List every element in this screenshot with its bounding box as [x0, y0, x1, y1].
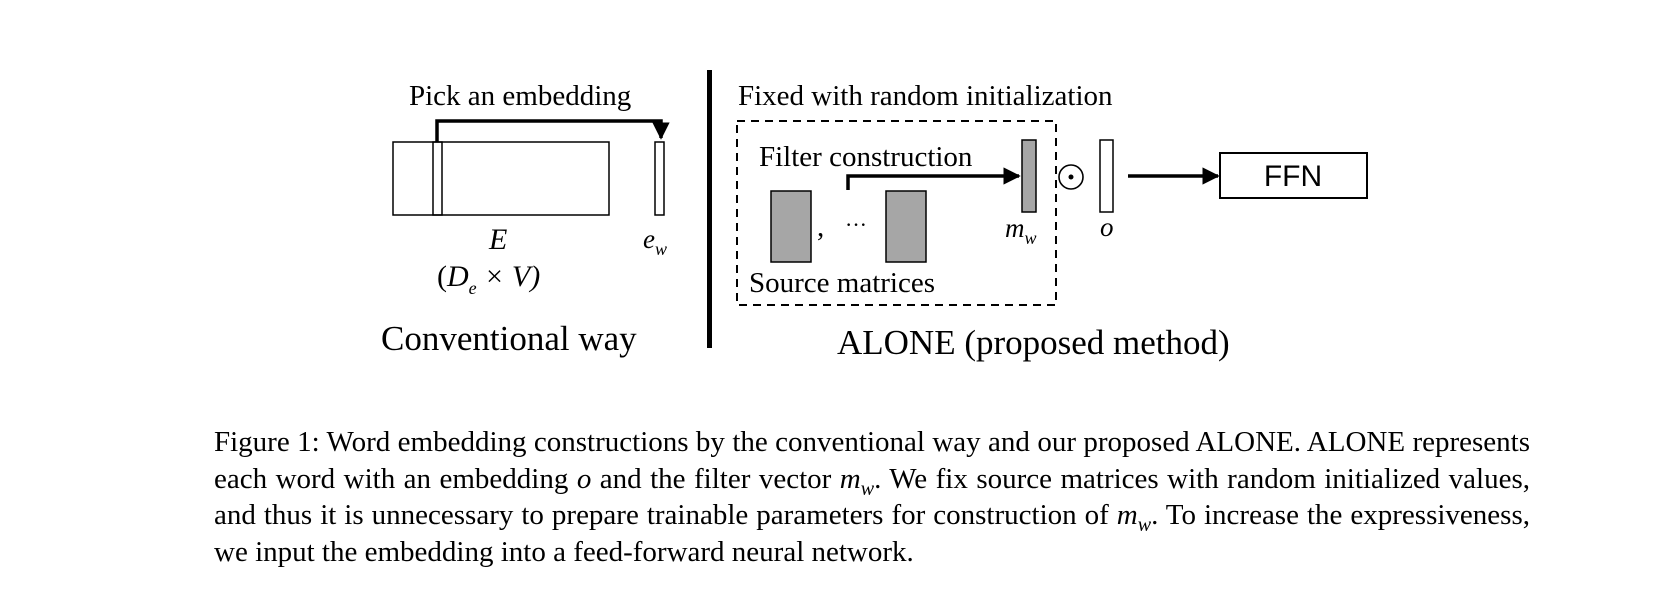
caption-w2: w [1137, 513, 1152, 536]
embedding-vector-ew [654, 141, 665, 216]
ffn-label: FFN [1264, 160, 1322, 193]
filter-construction-label: Filter construction [759, 141, 973, 173]
filter-vector-mw [1021, 139, 1037, 213]
source-ellipsis: ··· [845, 212, 867, 237]
source-matrix-1 [770, 190, 812, 263]
caption-text-3: . We fix source matrices with random ini… [214, 462, 1530, 532]
source-comma: , [817, 211, 824, 243]
matrix-dims-label: (De × V) [437, 260, 540, 298]
source-matrices-label: Source matrices [749, 267, 935, 299]
caption-w: w [860, 477, 875, 500]
pick-embedding-label: Pick an embedding [409, 80, 631, 112]
figure-caption: Figure 1: Word embedding constructions b… [214, 424, 1530, 570]
embedding-vector-o [1099, 139, 1114, 213]
caption-o: o [576, 462, 592, 495]
caption-m: m [839, 462, 861, 495]
matrix-E-label: E [488, 223, 507, 256]
caption-text-1: Figure 1: Word embedding constructions b… [214, 426, 1530, 495]
filter-vector-mw-label: mw [1005, 213, 1037, 248]
section-divider [707, 70, 712, 348]
caption-text-4: . To increase the expressiveness, we inp… [214, 499, 1530, 568]
odot-operator [1058, 164, 1084, 190]
source-matrix-n [885, 190, 927, 263]
filter-construction-arrow [846, 167, 1021, 190]
vector-ew-label: ew [643, 224, 667, 259]
pick-arrow [435, 119, 670, 142]
selected-column [432, 141, 443, 216]
conventional-way-title: Conventional way [381, 319, 637, 358]
embedding-o-label: o [1100, 212, 1114, 242]
figure-diagram: Pick an embedding E (De × V) ew Conventi… [381, 70, 1368, 362]
fixed-region-box [736, 120, 1057, 306]
caption-m2: m [1116, 499, 1138, 531]
caption-text-2: and the filter vector [591, 462, 840, 495]
fixed-random-label: Fixed with random initialization [738, 80, 1113, 112]
ffn-box [1219, 152, 1368, 199]
embedding-matrix-E [392, 141, 610, 216]
alone-title: ALONE (proposed method) [837, 323, 1230, 362]
